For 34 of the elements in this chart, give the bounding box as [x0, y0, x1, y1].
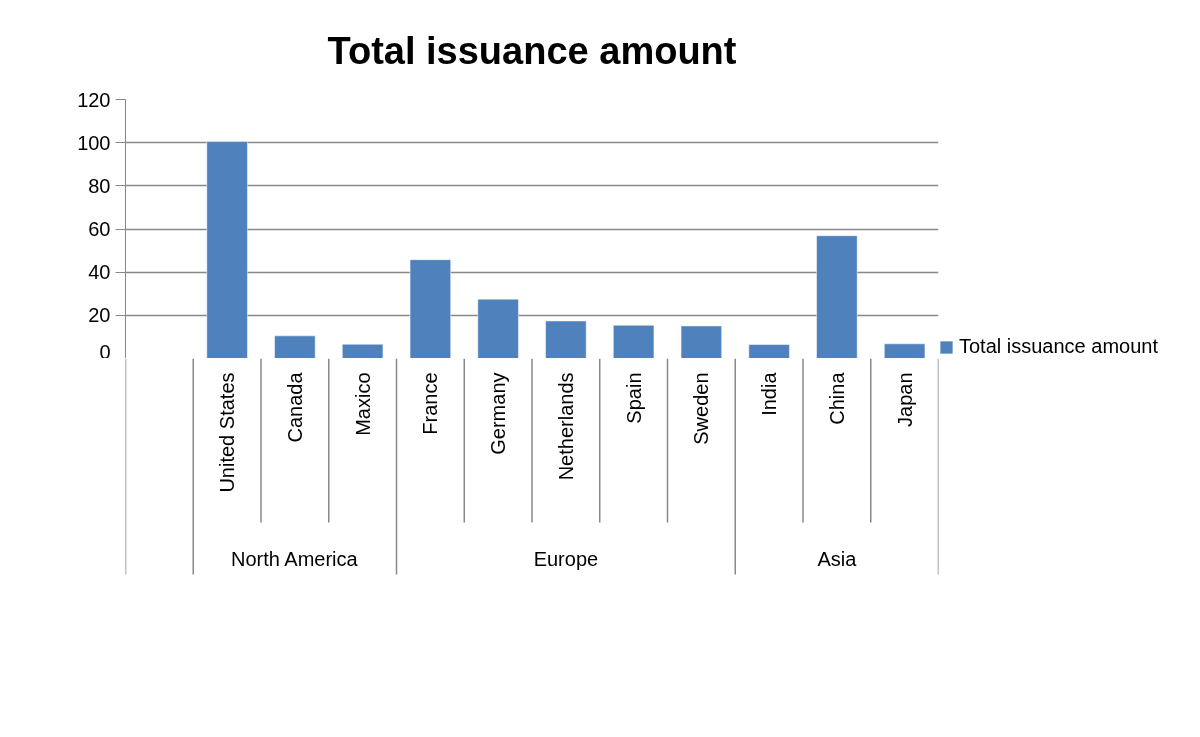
- x-tick-label: Netherlands: [554, 372, 577, 481]
- x-tick-label: Maxico: [351, 372, 374, 436]
- bar: [816, 235, 858, 358]
- x-tick-label: India: [758, 371, 781, 416]
- bar: [680, 325, 722, 358]
- x-tick-label: Spain: [622, 372, 645, 424]
- x-tick-label: China: [825, 371, 848, 425]
- y-tick-label: 100: [77, 131, 111, 154]
- bar: [545, 320, 587, 358]
- bar: [477, 298, 519, 358]
- text: North America: [230, 547, 359, 570]
- legend-label: Total issuance amount: [959, 335, 1159, 358]
- x-tick-label: Canada: [283, 371, 306, 443]
- bar: [206, 141, 248, 358]
- y-tick-label: 40: [88, 261, 111, 284]
- x-tick-label: France: [419, 372, 442, 435]
- text: Europe: [533, 547, 599, 570]
- bar: [274, 335, 316, 358]
- x-tick-label: Japan: [893, 372, 916, 427]
- bar: [342, 344, 384, 358]
- y-tick-label: 20: [88, 304, 111, 327]
- y-tick-label: 120: [77, 88, 111, 111]
- text: Asia: [817, 547, 858, 570]
- bar: [409, 259, 451, 358]
- y-tick-label: 0: [99, 340, 111, 363]
- bar: [884, 343, 926, 358]
- y-tick-label: 80: [88, 174, 111, 197]
- y-tick-label: 60: [88, 218, 111, 240]
- bar: [748, 344, 790, 358]
- chart-title: Total issuance amount: [327, 30, 737, 72]
- bar: [613, 325, 655, 358]
- x-tick-label: Germany: [487, 372, 510, 455]
- x-tick-label: Sweden: [690, 372, 713, 445]
- x-tick-label: United States: [216, 372, 239, 493]
